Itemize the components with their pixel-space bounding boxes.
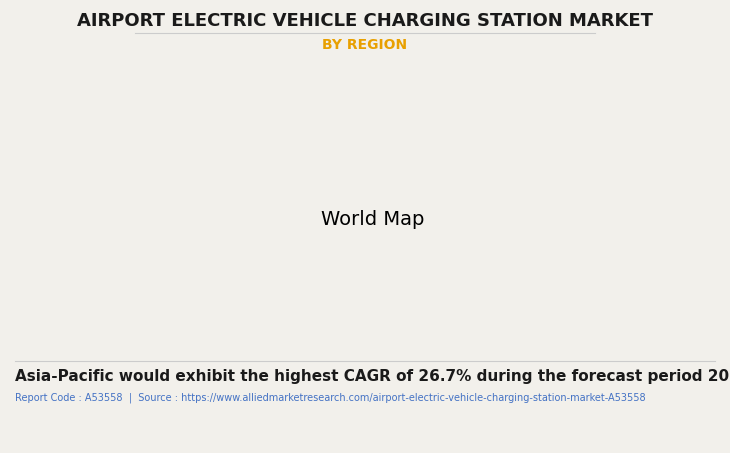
Text: Report Code : A53558  |  Source : https://www.alliedmarketresearch.com/airport-e: Report Code : A53558 | Source : https://… [15,393,645,403]
Text: AIRPORT ELECTRIC VEHICLE CHARGING STATION MARKET: AIRPORT ELECTRIC VEHICLE CHARGING STATIO… [77,12,653,30]
Text: Asia-Pacific would exhibit the highest CAGR of 26.7% during the forecast period : Asia-Pacific would exhibit the highest C… [15,370,730,385]
Text: World Map: World Map [320,210,424,229]
Text: BY REGION: BY REGION [323,38,407,52]
